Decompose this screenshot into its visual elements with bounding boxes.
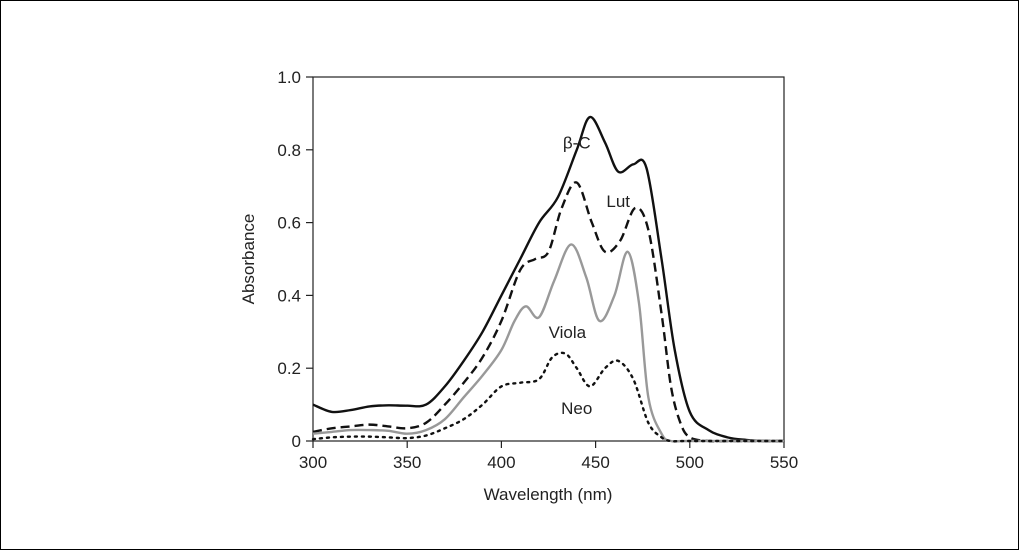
y-tick-label: 1.0 (277, 68, 301, 87)
y-tick-label: 0.8 (277, 141, 301, 160)
y-tick-label: 0 (292, 432, 301, 451)
y-tick-label: 0.4 (277, 286, 301, 305)
x-tick-label: 350 (393, 453, 421, 472)
series-label-lut: Lut (606, 192, 630, 211)
series-line-c (312, 115, 785, 443)
x-tick-label: 550 (770, 453, 798, 472)
x-tick-label: 400 (487, 453, 515, 472)
plot-area (312, 76, 785, 442)
x-tick-label: 450 (581, 453, 609, 472)
y-tick-label: 0.2 (277, 359, 301, 378)
series-label-c: β-C (563, 134, 591, 153)
series-line-neo (311, 351, 786, 443)
y-tick-label: 0.6 (277, 214, 301, 233)
series-line-lut (312, 181, 784, 443)
y-axis-label: Absorbance (239, 214, 258, 305)
series-label-viola: Viola (549, 323, 587, 342)
series-label-neo: Neo (561, 399, 592, 418)
x-tick-label: 300 (299, 453, 327, 472)
x-axis-label: Wavelength (nm) (484, 485, 613, 504)
series-labels: β-C Lut Viola Neo (549, 134, 631, 419)
series-lines (311, 115, 786, 443)
x-tick-label: 500 (676, 453, 704, 472)
series-line-viola (312, 243, 784, 443)
axis-ticks: 300 350 400 450 500 550 0 0.2 0.4 0.6 0.8 1.0 (277, 68, 798, 472)
